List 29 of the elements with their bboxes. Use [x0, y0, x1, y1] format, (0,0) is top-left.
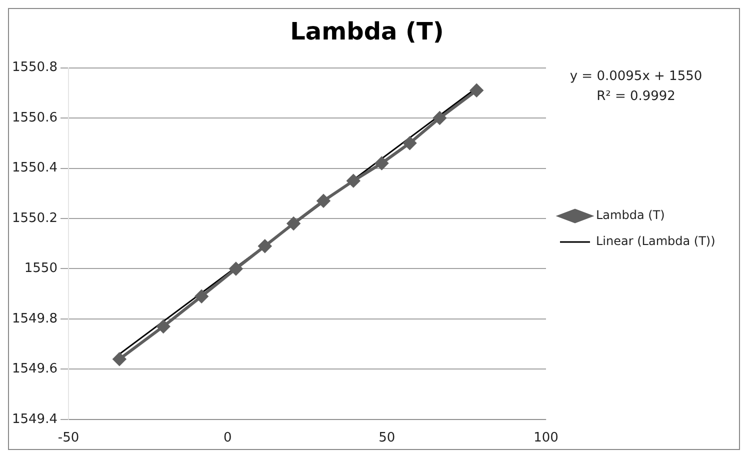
point: [195, 290, 208, 303]
point: [316, 194, 330, 208]
point: [433, 112, 446, 125]
legend-label: Linear (Lambda (T)): [596, 234, 716, 248]
chart-title: Lambda (T): [290, 18, 444, 46]
y-tick-label: 1549.4: [12, 412, 58, 427]
y-tick-label: 1549.8: [12, 311, 58, 326]
point: [156, 320, 170, 333]
point: [112, 352, 126, 366]
point: [229, 262, 242, 276]
point: [287, 217, 300, 230]
y-tick-label: 1550: [24, 261, 58, 276]
point: [403, 136, 416, 150]
x-tick-label: 0: [224, 430, 232, 446]
x-tick-label: 100: [534, 430, 558, 446]
text: R² = 0.9992: [596, 88, 676, 104]
text: y = 0.0095x + 1550: [570, 68, 702, 84]
y-tick-label: 1549.6: [12, 362, 58, 377]
point: [375, 156, 388, 170]
y-tick-label: 1550.8: [12, 60, 58, 76]
y-tick-label: 1550.6: [12, 110, 58, 126]
y-tick-label: 1550.4: [12, 160, 58, 176]
point: [346, 174, 360, 188]
y-tick-label: 1550.2: [12, 210, 58, 226]
legend-label: Lambda (T): [596, 208, 665, 222]
x-tick-label: -50: [58, 430, 80, 446]
point: [258, 240, 272, 253]
point: [470, 84, 484, 97]
x-tick-label: 50: [378, 430, 396, 446]
